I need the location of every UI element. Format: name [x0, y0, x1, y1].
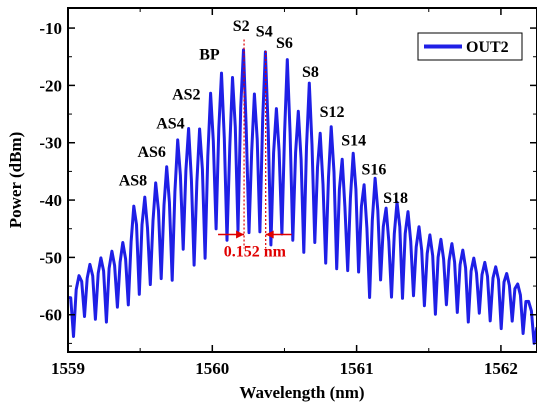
y-tick-label-2: -30	[39, 134, 62, 153]
spacing-label: 0.152 nm	[224, 243, 287, 260]
mode-label-as2: AS2	[172, 87, 200, 104]
mode-label-bp: BP	[199, 47, 220, 64]
x-tick-label-2: 1561	[340, 359, 374, 378]
spacing-arrowhead-left	[236, 230, 245, 239]
mode-label-s16: S16	[361, 161, 386, 178]
mode-label-s12: S12	[320, 104, 345, 121]
mode-label-s18: S18	[383, 190, 408, 207]
y-axis-title: Power (dBm)	[6, 132, 25, 228]
spacing-arrowhead-right	[265, 230, 274, 239]
mode-label-as4: AS4	[156, 115, 184, 132]
x-tick-label-0: 1559	[51, 359, 85, 378]
y-tick-label-4: -50	[39, 248, 62, 267]
x-axis-title: Wavelength (nm)	[239, 383, 364, 402]
mode-label-s6: S6	[276, 35, 293, 52]
legend: OUT2	[417, 32, 523, 61]
y-tick-label-1: -20	[39, 76, 62, 95]
series-group	[68, 48, 537, 345]
y-tick-label-0: -10	[39, 19, 62, 38]
mode-label-s14: S14	[341, 133, 366, 150]
mode-label-s4: S4	[256, 24, 273, 41]
mode-label-s8: S8	[302, 64, 319, 81]
series-line-out2	[68, 48, 537, 345]
spacing-annotation: 0.152 nm	[218, 39, 292, 260]
mode-label-s2: S2	[233, 18, 250, 35]
axis-ticks: 1559 1560 1561 1562 -10 -20 -30 -40 -50 -60	[39, 8, 537, 378]
mode-label-as6: AS6	[137, 144, 165, 161]
legend-label-out2: OUT2	[466, 39, 509, 56]
y-tick-label-3: -40	[39, 191, 62, 210]
x-tick-label-3: 1562	[484, 359, 518, 378]
x-tick-label-1: 1560	[195, 359, 229, 378]
legend-box	[417, 32, 523, 61]
mode-label-as8: AS8	[119, 173, 147, 190]
plot-frame	[67, 7, 537, 353]
y-tick-label-5: -60	[39, 306, 62, 325]
